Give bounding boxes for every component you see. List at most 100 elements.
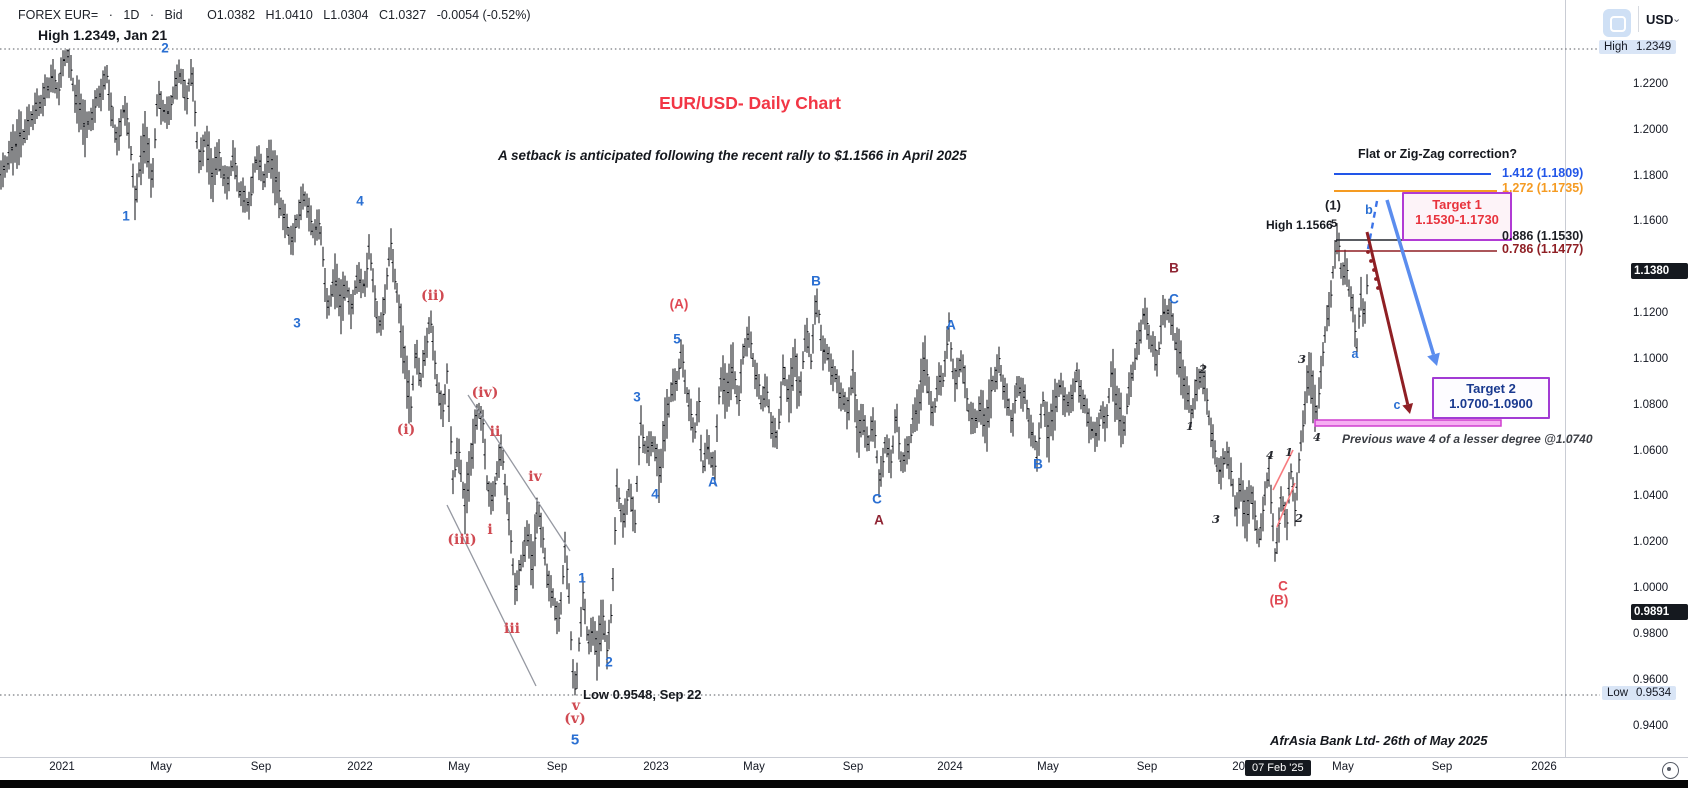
time-tick: May <box>1332 761 1354 773</box>
high-chip: High <box>1599 40 1633 54</box>
wave-label: 1 <box>578 570 586 586</box>
camera-icon <box>1610 16 1626 32</box>
wave-label: B <box>1169 260 1179 276</box>
price-axis[interactable] <box>1565 0 1688 780</box>
currency-dropdown[interactable]: USD <box>1646 12 1674 27</box>
time-tick: Sep <box>842 761 864 773</box>
change-value: -0.0054 (-0.52%) <box>436 8 531 22</box>
wave-label: 3 <box>633 389 641 405</box>
wave-label: C <box>1278 578 1288 594</box>
price-tick: 1.2000 <box>1633 124 1669 136</box>
wave-label: iv <box>528 469 542 485</box>
target2-box[interactable]: Target 2 1.0700-1.0900 <box>1432 377 1550 419</box>
wave-label: 5 <box>570 731 580 749</box>
wave-label: (v) <box>564 711 586 727</box>
correction-question-note: Flat or Zig-Zag correction? <box>1358 147 1518 161</box>
wave-label: B <box>1033 456 1043 472</box>
wave-label: 2 <box>161 40 169 56</box>
wave-label: iii <box>504 621 520 637</box>
fib-extension-label: 1.412 (1.1809) <box>1502 166 1584 180</box>
clock-dot <box>1667 767 1672 772</box>
wave-label: (iv) <box>471 385 499 401</box>
price-tick: 1.0800 <box>1633 399 1669 411</box>
wave-label: 3 <box>1211 512 1221 526</box>
wave-label: v <box>571 698 581 714</box>
time-tick: May <box>1037 761 1059 773</box>
wave-label: A <box>946 317 956 333</box>
wave-label: A <box>874 512 884 528</box>
high-annotation: High 1.2349, Jan 21 <box>38 27 168 43</box>
bank-watermark: AfrAsia Bank Ltd- 26th of May 2025 <box>1270 733 1488 748</box>
wave-label: 1 <box>122 208 130 224</box>
wave-label: (A) <box>669 296 689 312</box>
wave-label: (1) <box>1325 197 1341 213</box>
time-tick: 2022 <box>347 761 373 773</box>
time-tick: Sep <box>250 761 272 773</box>
crosshair-date-badge: 07 Feb '25 <box>1245 760 1311 776</box>
price-tick: 1.1200 <box>1633 307 1669 319</box>
wave-label: a <box>1351 347 1359 361</box>
wave-label: C <box>1169 291 1179 307</box>
wave-label: 2 <box>1294 511 1304 525</box>
symbol-name: FOREX EUR= <box>18 8 99 22</box>
price-tick: 1.0600 <box>1633 445 1669 457</box>
wave-label: A <box>708 474 718 490</box>
wave-label: 3 <box>293 315 301 331</box>
time-tick: May <box>448 761 470 773</box>
wave-label: 1 <box>1185 419 1195 433</box>
wave-label: 4 <box>1265 448 1275 462</box>
wave-label: b <box>1365 203 1373 217</box>
timeframe-label[interactable]: 1D <box>123 8 140 22</box>
wave-label: B <box>811 273 821 289</box>
wave-label: 5 <box>673 331 681 347</box>
wave-label: 4 <box>356 193 364 209</box>
close-value: C1.0327 <box>378 8 427 22</box>
time-tick: Sep <box>1431 761 1453 773</box>
feed-type-label: Bid <box>164 8 183 22</box>
low-value: L1.0304 <box>323 8 369 22</box>
fib-extension-label: 1.272 (1.1735) <box>1502 181 1584 195</box>
crosshair-price-badge: 0.9891 <box>1631 604 1688 620</box>
wave-label: (ii) <box>421 288 445 304</box>
price-tick: 1.0400 <box>1633 490 1669 502</box>
high-chip-value: 1.2349 <box>1631 40 1677 54</box>
open-value: O1.0382 <box>207 8 256 22</box>
screenshot-button[interactable] <box>1603 9 1631 37</box>
fib-extension-label: 0.886 (1.1530) <box>1502 229 1584 243</box>
high-1566-label: High 1.1566 <box>1266 218 1333 232</box>
price-tick: 0.9800 <box>1633 628 1669 640</box>
axis-header-divider <box>1638 6 1639 32</box>
chart-title: EUR/USD- Daily Chart <box>659 93 841 113</box>
time-axis[interactable] <box>0 757 1688 781</box>
wave-label: 4 <box>651 486 659 502</box>
low-annotation: Low 0.9548, Sep 22 <box>583 687 702 702</box>
symbol-legend[interactable]: FOREX EUR= · 1D · Bid O1.0382 H1.0410 L1… <box>18 8 538 22</box>
legend-separator: · <box>108 8 113 22</box>
wave-label: 3 <box>1297 352 1307 366</box>
target1-box[interactable]: Target 1 1.1530-1.1730 <box>1402 192 1512 241</box>
time-tick: 2021 <box>49 761 75 773</box>
wave-label: 4 <box>1312 430 1322 444</box>
price-tick: 1.2200 <box>1633 78 1669 90</box>
wave-label: (i) <box>396 422 416 438</box>
high-value: H1.0410 <box>265 8 313 22</box>
price-tick: 0.9400 <box>1633 720 1669 732</box>
timezone-clock-icon[interactable] <box>1662 762 1679 779</box>
target2-title: Target 2 <box>1466 381 1516 396</box>
target2-range: 1.0700-1.0900 <box>1449 396 1533 411</box>
previous-wave4-note: Previous wave 4 of a lesser degree @1.07… <box>1342 432 1593 446</box>
time-tick: Sep <box>546 761 568 773</box>
time-tick: May <box>743 761 765 773</box>
wave-label: 1 <box>1284 445 1294 459</box>
chart-subtitle: A setback is anticipated following the r… <box>498 148 967 163</box>
legend-separator: · <box>149 8 155 22</box>
wave-label: C <box>872 491 882 507</box>
price-tick: 1.1800 <box>1633 170 1669 182</box>
wave-label: c <box>1393 398 1401 412</box>
price-tick: 1.0200 <box>1633 536 1669 548</box>
wave-label: ii <box>489 424 501 440</box>
time-tick: Sep <box>1136 761 1158 773</box>
low-chip-value: 0.9534 <box>1631 686 1677 700</box>
time-tick: 2024 <box>937 761 963 773</box>
